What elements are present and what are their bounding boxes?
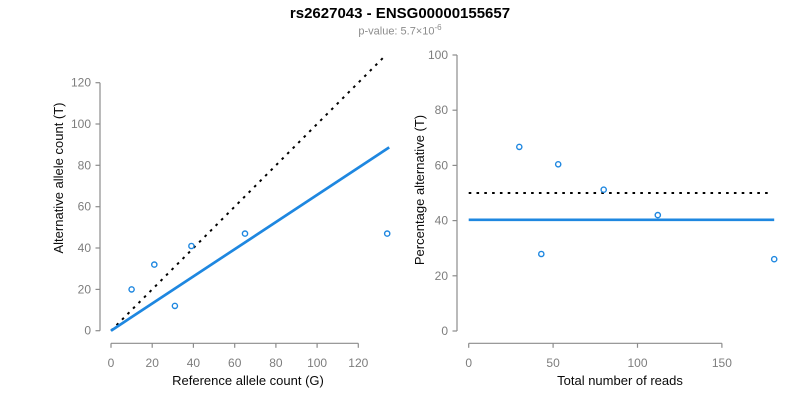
data-point [600,186,608,193]
p-value-subtitle: p-value: 5.7×10-6 [0,23,800,38]
data-point [538,250,545,258]
data-point [554,160,562,168]
x-tick-label: 80 [269,356,283,370]
chart-percentage-alternative: 0 50 100 150 0 20 40 60 80 100 Total number of rea… [412,48,778,388]
data-point [171,302,179,310]
x-tick-label: 40 [187,356,201,370]
chart-allele-counts: 0 20 40 60 80 100 120 0 20 40 60 80 100 120 Reference … [51,54,391,388]
y-tick-label: 60 [435,158,449,172]
data-point [128,286,135,293]
y-tick-label: 0 [441,324,448,338]
y-axis-title: Alternative allele count (T) [51,102,66,253]
x-tick-label: 0 [465,356,472,370]
data-point [516,143,523,151]
y-tick-label: 60 [78,200,92,214]
y-tick-label: 120 [71,76,91,90]
y-axis-title: Percentage alternative (T) [412,115,427,265]
x-tick-label: 150 [712,356,732,370]
data-point [654,211,662,219]
y-tick-label: 80 [78,158,92,172]
identity-line [110,54,387,332]
x-tick-label: 100 [307,356,327,370]
y-tick-label: 100 [71,117,91,131]
data-point [383,230,391,237]
y-tick-label: 20 [78,282,92,296]
x-tick-label: 120 [348,356,368,370]
data-point [150,261,158,268]
y-tick-label: 40 [435,214,449,228]
data-point [241,230,249,237]
x-tick-label: 100 [627,356,647,370]
y-tick-label: 20 [435,269,449,283]
y-tick-label: 40 [78,241,92,255]
y-tick-label: 0 [84,324,91,338]
x-tick-label: 60 [228,356,242,370]
p-value-text: p-value: 5.7×10 [358,25,435,38]
p-value-exponent: -6 [434,23,442,32]
x-tick-label: 50 [546,356,560,370]
x-tick-label: 0 [108,356,115,370]
y-tick-label: 80 [435,103,449,117]
x-axis-title: Total number of reads [557,373,683,388]
x-axis-title: Reference allele count (G) [172,373,324,388]
data-point [188,242,195,250]
fit-line [110,146,390,332]
data-point [770,255,778,263]
figure-title: rs2627043 - ENSG00000155657 [289,5,511,22]
x-tick-label: 20 [146,356,160,370]
y-tick-label: 100 [428,48,448,62]
